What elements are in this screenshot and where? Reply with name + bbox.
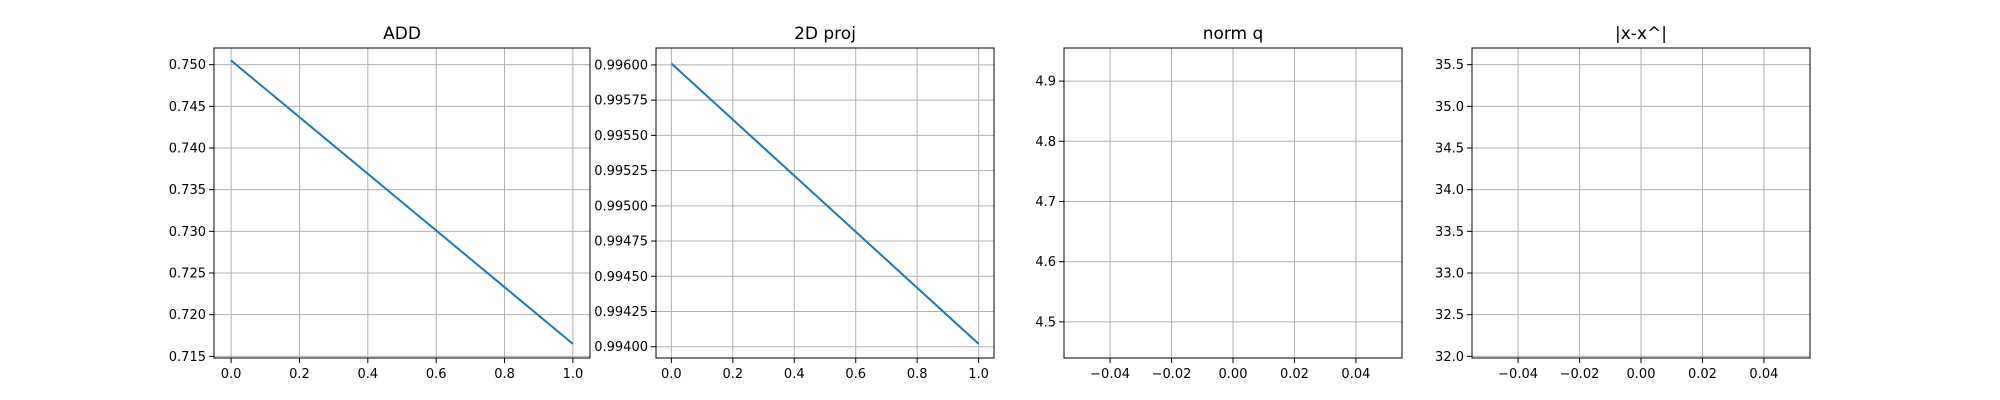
y-tick-label: 0.720 [169,308,206,323]
y-tick-label: 0.715 [169,350,206,365]
y-tick-label: 34.0 [1435,183,1464,198]
y-tick-label: 0.99525 [594,164,648,179]
x-tick-label: 0.02 [1688,367,1717,382]
x-tick-label: 0.4 [357,367,378,382]
x-tick-label: 0.00 [1219,367,1248,382]
y-tick-label: 32.5 [1435,308,1464,323]
y-tick-label: 0.99400 [594,340,648,355]
chart-title: |x-x^| [1615,24,1667,44]
subplot-2d-proj: 2D proj 0.0 0.2 0.4 0.6 0.8 1.0 0.99400 0.99425… [594,24,995,382]
x-tick-label: 0.8 [494,367,515,382]
y-tick-label: 0.99475 [594,235,648,250]
x-tick-label: −0.04 [1498,367,1538,382]
y-tick-label: 4.7 [1035,195,1056,210]
y-tick-label: 0.750 [169,58,206,73]
x-tick-label: 0.0 [661,367,682,382]
y-tick-label: 0.735 [169,183,206,198]
x-tick-label: 0.6 [845,367,866,382]
tick-layer: 0.0 0.2 0.4 0.6 0.8 1.0 0.715 0.720 0.725 0.730 0.… [169,58,583,382]
y-tick-label: 0.740 [169,142,206,157]
y-tick-label: 0.745 [169,100,206,115]
x-tick-label: −0.02 [1560,367,1600,382]
y-tick-label: 0.99425 [594,305,648,320]
y-tick-label: 4.6 [1035,255,1056,270]
tick-layer: 0.0 0.2 0.4 0.6 0.8 1.0 0.99400 0.99425 0.99450 0… [594,58,989,382]
grid-lines [214,48,590,358]
grid-lines [1064,48,1402,358]
x-tick-label: 1.0 [563,367,584,382]
axes-frame [1063,47,1403,359]
axes-frame [213,47,591,359]
y-tick-label: 35.5 [1435,58,1464,73]
y-tick-label: 35.0 [1435,100,1464,115]
x-tick-label: 0.02 [1280,367,1309,382]
axes-frame [655,47,995,359]
grid-lines [1472,48,1810,358]
x-tick-label: 0.04 [1749,367,1778,382]
x-tick-label: 0.6 [426,367,447,382]
chart-title: norm q [1203,24,1264,44]
subplot-abs-x-error: |x-x^| −0.04 −0.02 0.00 0.02 0.04 32.0 32.5 33.… [1435,24,1811,382]
y-tick-label: 4.5 [1035,315,1056,330]
x-tick-label: 0.00 [1627,367,1656,382]
y-tick-label: 0.99450 [594,270,648,285]
y-tick-label: 0.99600 [594,58,648,73]
series-layer [670,62,980,345]
series-line [670,62,980,345]
tick-layer: −0.04 −0.02 0.00 0.02 0.04 32.0 32.5 33.0 33.5 34… [1435,58,1778,382]
tick-layer: −0.04 −0.02 0.00 0.02 0.04 4.5 4.6 4.7 4.8 4.9 [1035,75,1370,382]
subplot-norm-q: norm q −0.04 −0.02 0.00 0.02 0.04 4.5 4.6 4.7 4.… [1035,24,1403,382]
series-layer [230,59,574,345]
y-tick-label: 0.99575 [594,94,648,109]
y-tick-label: 33.0 [1435,267,1464,282]
x-tick-label: −0.02 [1152,367,1192,382]
y-tick-label: 4.8 [1035,135,1056,150]
x-tick-label: 0.2 [722,367,743,382]
x-tick-label: 1.0 [968,367,989,382]
y-tick-label: 0.99500 [594,199,648,214]
y-tick-label: 32.0 [1435,350,1464,365]
y-tick-label: 0.725 [169,267,206,282]
x-tick-label: 0.2 [289,367,310,382]
y-tick-label: 33.5 [1435,225,1464,240]
subplot-add: ADD 0.0 0.2 0.4 0.6 0.8 1.0 0.715 0.720 0.725 0.7… [169,24,591,382]
axes-frame [1471,47,1811,359]
x-tick-label: 0.0 [221,367,242,382]
y-tick-label: 34.5 [1435,142,1464,157]
x-tick-label: 0.4 [784,367,805,382]
chart-title: ADD [383,24,421,44]
series-line [230,59,574,345]
y-tick-label: 0.730 [169,225,206,240]
chart-title: 2D proj [794,24,856,44]
y-tick-label: 4.9 [1035,75,1056,90]
x-tick-label: −0.04 [1090,367,1130,382]
x-tick-label: 0.8 [907,367,928,382]
y-tick-label: 0.99550 [594,129,648,144]
x-tick-label: 0.04 [1341,367,1370,382]
